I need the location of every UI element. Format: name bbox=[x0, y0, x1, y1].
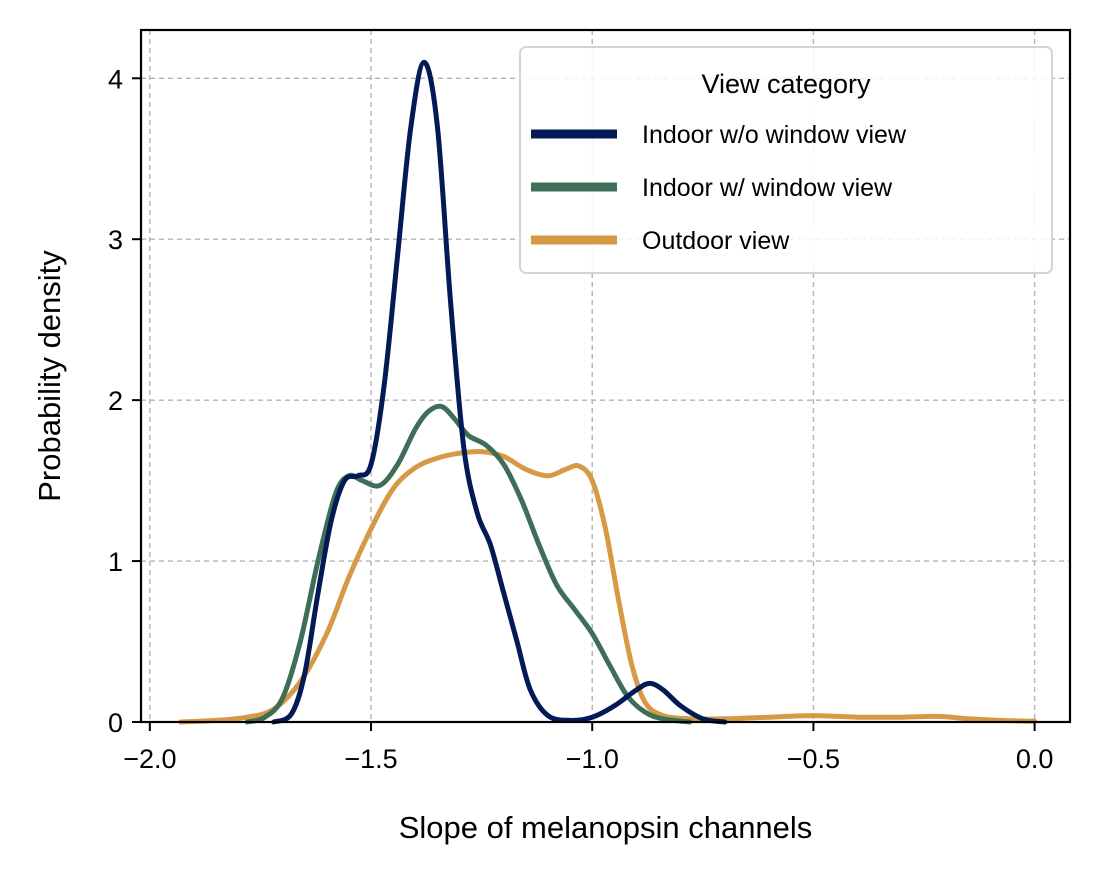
legend-items: Indoor w/o window view Indoor w/ window v… bbox=[531, 121, 907, 255]
legend-label: Outdoor view bbox=[642, 227, 790, 255]
y-axis-title: Probability density bbox=[32, 250, 67, 502]
legend-frame bbox=[519, 46, 1053, 274]
legend-title: View category bbox=[701, 69, 871, 99]
legend-label: Indoor w/ window view bbox=[642, 174, 893, 202]
legend: View category Indoor w/o window viewIndo… bbox=[519, 46, 1053, 274]
x-axis-title: Slope of melanopsin channels bbox=[399, 810, 813, 845]
plot-frame bbox=[139, 28, 1072, 724]
x-tick-label: −2.0 bbox=[123, 744, 176, 774]
x-tick-label: 0.0 bbox=[1016, 744, 1054, 774]
series-line bbox=[244, 403, 693, 725]
y-tick-label: 0 bbox=[108, 708, 123, 738]
x-tick-label: −1.5 bbox=[344, 744, 397, 774]
series-line bbox=[271, 59, 728, 725]
y-tick-label: 1 bbox=[108, 547, 123, 577]
y-tick-label: 2 bbox=[108, 386, 123, 416]
y-tick-label: 3 bbox=[108, 225, 123, 255]
y-axis: 0 1 2 3 4 bbox=[108, 64, 141, 738]
x-gridlines bbox=[149, 30, 1036, 722]
legend-label: Indoor w/o window view bbox=[642, 121, 907, 149]
x-axis: −2.0 −1.5 −1.0 −0.5 0.0 bbox=[123, 722, 1053, 774]
x-tick-label: −0.5 bbox=[787, 744, 840, 774]
series-line bbox=[178, 448, 1038, 725]
y-tick-label: 4 bbox=[108, 64, 123, 94]
series-layer bbox=[178, 59, 1038, 725]
x-tick-label: −1.0 bbox=[566, 744, 619, 774]
